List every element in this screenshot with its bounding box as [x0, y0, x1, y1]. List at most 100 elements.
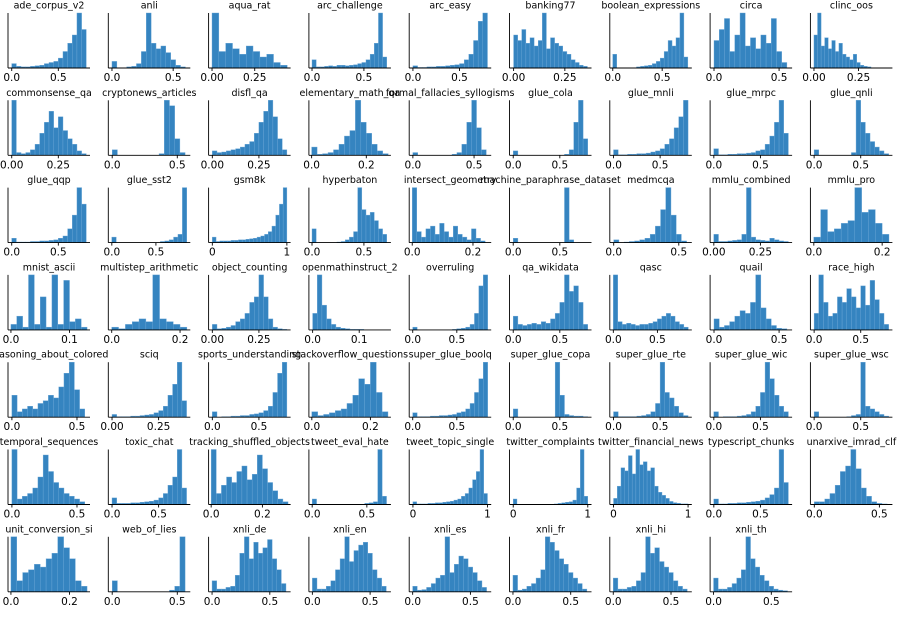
bar: [628, 455, 633, 505]
panel-title: typescript_chunks: [708, 437, 794, 448]
bar: [212, 324, 218, 331]
bar: [434, 234, 440, 243]
x-tick-label: 0.2: [61, 596, 78, 608]
bar: [266, 54, 274, 69]
bar: [246, 479, 253, 505]
bar: [665, 187, 672, 243]
bar: [34, 324, 41, 331]
histogram-panel: anli 0.0 0.5: [104, 1, 191, 84]
x-tick-label: 0.0: [505, 334, 522, 346]
bar: [554, 313, 561, 331]
bar: [736, 577, 742, 592]
bar: [253, 542, 259, 592]
bar: [572, 577, 578, 592]
bar: [268, 406, 274, 418]
bar: [16, 580, 23, 592]
bar: [365, 59, 371, 69]
bar: [582, 324, 588, 331]
bar: [449, 572, 455, 592]
bar: [67, 138, 73, 156]
bar: [650, 467, 655, 505]
bar: [829, 493, 836, 505]
panel-title: object_counting: [212, 262, 288, 273]
bar: [273, 62, 281, 69]
bar: [582, 138, 588, 156]
bar: [661, 315, 667, 331]
x-tick-label: 0.5: [654, 72, 671, 84]
x-tick-label: 0.0: [103, 334, 120, 346]
bar: [550, 318, 556, 331]
bar: [644, 237, 651, 243]
bar: [827, 231, 835, 243]
bar: [277, 373, 283, 418]
bar: [468, 54, 474, 69]
bar: [481, 587, 487, 593]
bar: [713, 411, 719, 418]
bar: [669, 501, 674, 505]
x-tick-label: 0.0: [505, 159, 522, 171]
bar: [344, 135, 351, 156]
bar: [613, 274, 618, 331]
bar: [879, 313, 885, 331]
bar: [545, 536, 551, 592]
bar: [150, 43, 157, 69]
bar: [349, 130, 356, 156]
bar: [865, 406, 871, 418]
x-tick-label: 0: [410, 509, 417, 521]
bar: [68, 362, 75, 418]
bar: [10, 324, 17, 331]
bar: [841, 302, 847, 331]
panel-title: clinc_oos: [830, 1, 873, 12]
bar: [760, 392, 766, 418]
bar: [22, 408, 28, 418]
bar: [879, 150, 885, 156]
bar: [145, 321, 153, 331]
x-tick-label: 0.00: [0, 159, 23, 171]
histogram-panel: tweet_eval_hate 0.0 0.5: [304, 437, 391, 521]
x-tick-label: 0.0: [705, 159, 722, 171]
bar: [517, 324, 523, 331]
bar: [713, 148, 719, 156]
x-tick-label: 0.2: [362, 421, 379, 433]
x-tick-label: 0.0: [806, 334, 823, 346]
panel-title: intersect_geometry: [404, 175, 497, 186]
bar: [34, 144, 40, 156]
x-tick-label: 0.00: [502, 72, 525, 84]
bar: [678, 412, 684, 418]
bar: [181, 487, 187, 505]
bar: [81, 29, 87, 69]
bar: [850, 449, 857, 505]
histogram-panel: commonsense_qa 0.00 0.25: [0, 88, 92, 172]
x-tick-label: 0.0: [304, 247, 321, 259]
bar: [828, 48, 832, 69]
bar: [258, 412, 264, 418]
histogram-panel: super_glue_wsc 0.0 0.5: [806, 350, 893, 433]
bar: [425, 228, 431, 243]
x-tick-label: 0.0: [4, 421, 21, 433]
bar: [755, 406, 761, 418]
x-tick-label: 0.0: [505, 247, 522, 259]
x-tick-label: 0: [209, 247, 216, 259]
x-tick-label: 0.5: [652, 421, 669, 433]
bar: [272, 392, 278, 418]
bar: [650, 553, 656, 592]
panel-title: stackoverflow_questions: [292, 350, 408, 361]
histogram-panel: twitter_financial_news 0 1: [598, 437, 704, 521]
bar: [650, 411, 656, 418]
x-tick-label: 0.1: [351, 334, 368, 346]
bar: [840, 471, 846, 505]
bar: [813, 34, 818, 69]
bar: [167, 485, 173, 505]
bar: [533, 45, 539, 69]
bar: [517, 40, 523, 69]
histogram-panel: typescript_chunks 0.0 0.5: [705, 437, 794, 521]
bar: [778, 406, 784, 418]
bar: [883, 324, 889, 331]
bar: [212, 236, 217, 243]
bar: [659, 362, 665, 418]
bar: [311, 411, 318, 418]
bar: [713, 318, 720, 331]
histogram-panel: clinc_oos 0.00 0.25: [802, 1, 893, 84]
bar: [639, 324, 645, 331]
bar: [72, 144, 78, 156]
